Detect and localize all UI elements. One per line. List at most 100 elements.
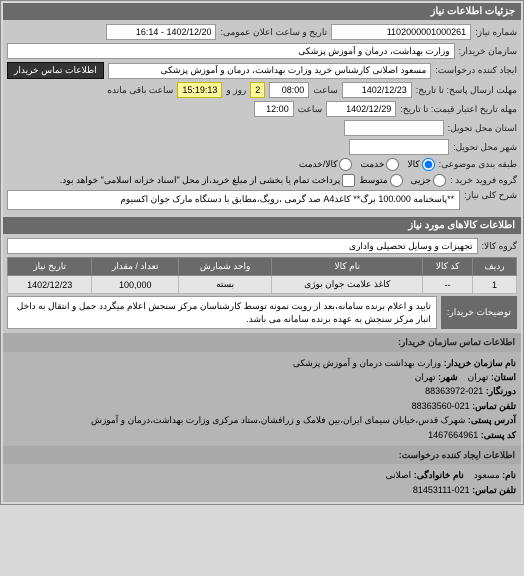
fax: 021-88363972 bbox=[425, 386, 483, 396]
budget-radio-2[interactable]: خدمت bbox=[360, 158, 399, 171]
payment-radio-group: جزیی متوسط bbox=[359, 174, 446, 187]
name-label: نام: bbox=[502, 470, 516, 480]
validity-label: مهله تاریخ اعتبار قیمت: تا تاریخ: bbox=[400, 104, 517, 115]
delivery-province-input[interactable] bbox=[344, 120, 444, 136]
row-validity: مهله تاریخ اعتبار قیمت: تا تاریخ: ساعت bbox=[7, 101, 517, 117]
table-row[interactable]: 1 -- کاغذ علامت جوان بوژی بسته 100,000 1… bbox=[8, 276, 517, 294]
announce-date-input[interactable] bbox=[106, 24, 216, 40]
budget-radio-input-3[interactable] bbox=[339, 158, 352, 171]
goods-section: گروه کالا: ردیف کد کالا نام کالا واحد شم… bbox=[3, 234, 521, 333]
form-section: شماره نیاز: تاریخ و ساعت اعلان عمومی: سا… bbox=[3, 20, 521, 217]
budget-radio-group: کالا خدمت کالا/خدمت bbox=[299, 158, 435, 171]
contact-line-creator-phone: تلفن تماس: 021-81453111 bbox=[8, 483, 516, 497]
buyer-org-label: سازمان خریدار: bbox=[459, 46, 517, 57]
subject-label: شرح کلی نیاز: bbox=[464, 190, 517, 201]
validity-date-input[interactable] bbox=[326, 101, 396, 117]
delivery-province-label: استان محل تحویل: bbox=[448, 123, 517, 134]
budget-radio-input-1[interactable] bbox=[422, 158, 435, 171]
th-unit: واحد شمارش bbox=[179, 258, 272, 276]
row-payment-type: گروه فروید خرید : جزیی متوسط پرداخت تمام… bbox=[7, 174, 517, 187]
address: شهرک قدس،خیابان سیمای ایران،بین فلامک و … bbox=[91, 415, 465, 425]
buyer-contact-button[interactable]: اطلاعات تماس خریدار bbox=[7, 62, 104, 79]
goods-group-input[interactable] bbox=[7, 238, 478, 254]
main-container: جزئیات اطلاعات نیاز شماره نیاز: تاریخ و … bbox=[0, 0, 524, 505]
surname: اصلانی bbox=[386, 470, 412, 480]
request-number-label: شماره نیاز: bbox=[475, 27, 517, 38]
org-name-label: نام سازمان خریدار: bbox=[444, 358, 516, 368]
row-buyer-org: سازمان خریدار: bbox=[7, 43, 517, 59]
requester-input[interactable] bbox=[108, 63, 432, 79]
cell-date: 1402/12/23 bbox=[8, 276, 92, 294]
payment-note-checkbox[interactable] bbox=[342, 174, 355, 187]
validity-time-input[interactable] bbox=[254, 101, 294, 117]
contact-line-fax: دورنگار: 021-88363972 bbox=[8, 384, 516, 398]
time-remaining-label: ساعت باقی مانده bbox=[107, 85, 173, 96]
request-number-input[interactable] bbox=[331, 24, 471, 40]
row-budget-type: طبقه بندی موضوعی: کالا خدمت کالا/خدمت bbox=[7, 158, 517, 171]
contact-line-name: نام: مسعود نام خانوادگی: اصلانی bbox=[8, 468, 516, 482]
contact-line-postal: کد پستی: 1467664961 bbox=[8, 428, 516, 442]
row-requester: ایجاد کننده درخواست: اطلاعات تماس خریدار bbox=[7, 62, 517, 79]
row-subject: شرح کلی نیاز: **پاسخنامه 100.000 برگ** ک… bbox=[7, 190, 517, 210]
creator-section-title: اطلاعات ایجاد کننده درخواست: bbox=[3, 446, 521, 464]
subject-text: **پاسخنامه 100.000 برگ** کاغذA4 صد گرمی … bbox=[7, 190, 460, 210]
goods-group-label: گروه کالا: bbox=[482, 241, 517, 252]
budget-radio-1[interactable]: کالا bbox=[407, 158, 434, 171]
row-request-number: شماره نیاز: تاریخ و ساعت اعلان عمومی: bbox=[7, 24, 517, 40]
goods-section-header: اطلاعات کالاهای مورد نیاز bbox=[3, 217, 521, 234]
cell-qty: 100,000 bbox=[92, 276, 179, 294]
payment-type-label: گروه فروید خرید : bbox=[450, 175, 517, 186]
time-label-2: ساعت bbox=[298, 104, 323, 115]
contact-line-phone: تلفن تماس: 021-88363560 bbox=[8, 399, 516, 413]
payment-radio-input-1[interactable] bbox=[433, 174, 446, 187]
name: مسعود bbox=[474, 470, 500, 480]
budget-type-label: طبقه بندی موضوعی: bbox=[439, 159, 517, 170]
th-row: ردیف bbox=[472, 258, 516, 276]
creator-phone: 021-81453111 bbox=[413, 485, 470, 495]
cell-name: کاغذ علامت جوان بوژی bbox=[272, 276, 423, 294]
deadline-send-date-input[interactable] bbox=[342, 82, 412, 98]
payment-radio-2[interactable]: متوسط bbox=[359, 174, 402, 187]
th-date: تاریخ نیاز bbox=[8, 258, 92, 276]
buyer-notes-content: تایید و اعلام برنده سامانه،بعد از رویت ن… bbox=[7, 296, 437, 329]
phone: 021-88363560 bbox=[412, 401, 470, 411]
fax-label: دورنگار: bbox=[486, 386, 516, 396]
time-label-1: ساعت bbox=[313, 85, 338, 96]
th-code: کد کالا bbox=[423, 258, 473, 276]
days-remaining: 2 bbox=[250, 82, 265, 98]
payment-radio-input-2[interactable] bbox=[390, 174, 403, 187]
requester-label: ایجاد کننده درخواست: bbox=[435, 65, 517, 76]
payment-note-check[interactable]: پرداخت تمام یا بخشی از مبلغ خرید،از محل … bbox=[60, 174, 355, 187]
payment-radio-1[interactable]: جزیی bbox=[411, 174, 447, 187]
province: تهران bbox=[468, 372, 489, 382]
city: تهران bbox=[415, 372, 436, 382]
contact-line-province: استان: تهران شهر: تهران bbox=[8, 370, 516, 384]
budget-radio-3[interactable]: کالا/خدمت bbox=[299, 158, 353, 171]
province-label: استان: bbox=[491, 372, 516, 382]
goods-table: ردیف کد کالا نام کالا واحد شمارش تعداد /… bbox=[7, 257, 517, 294]
contact-line-address: آدرس پستی: شهرک قدس،خیابان سیمای ایران،ب… bbox=[8, 413, 516, 427]
announce-date-label: تاریخ و ساعت اعلان عمومی: bbox=[220, 27, 327, 38]
cell-row: 1 bbox=[472, 276, 516, 294]
goods-section-title: اطلاعات کالاهای مورد نیاز bbox=[408, 220, 515, 231]
contact-section-title: اطلاعات تماس سازمان خریدار: bbox=[3, 333, 521, 351]
deadline-send-time-input[interactable] bbox=[269, 82, 309, 98]
org-name: وزارت بهداشت درمان و آموزش پزشکی bbox=[293, 358, 441, 368]
row-delivery-province: استان محل تحویل: bbox=[7, 120, 517, 136]
postal: 1467664961 bbox=[428, 430, 478, 440]
creator-phone-label: تلفن تماس: bbox=[472, 485, 516, 495]
delivery-city-input[interactable] bbox=[349, 139, 449, 155]
buyer-notes-row: توضیحات خریدار: تایید و اعلام برنده ساما… bbox=[7, 296, 517, 329]
buyer-notes-label: توضیحات خریدار: bbox=[441, 296, 517, 329]
page-title-header: جزئیات اطلاعات نیاز bbox=[3, 3, 521, 20]
time-remaining: 15:19:13 bbox=[177, 82, 222, 98]
row-goods-group: گروه کالا: bbox=[7, 238, 517, 254]
delivery-city-label: شهر محل تحویل: bbox=[453, 142, 517, 153]
buyer-org-input[interactable] bbox=[7, 43, 455, 59]
row-delivery-city: شهر محل تحویل: bbox=[7, 139, 517, 155]
page-title: جزئیات اطلاعات نیاز bbox=[431, 6, 515, 17]
contact-line-org: نام سازمان خریدار: وزارت بهداشت درمان و … bbox=[8, 356, 516, 370]
surname-label: نام خانوادگی: bbox=[414, 470, 464, 480]
budget-radio-input-2[interactable] bbox=[386, 158, 399, 171]
postal-label: کد پستی: bbox=[481, 430, 516, 440]
